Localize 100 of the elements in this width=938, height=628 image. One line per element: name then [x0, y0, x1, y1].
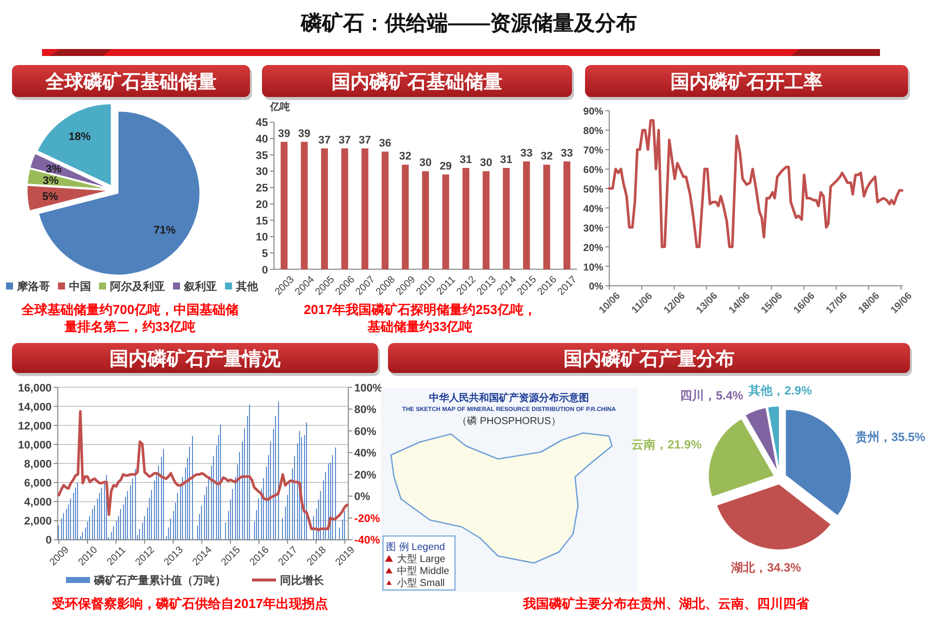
legend-label: 叙利亚	[183, 280, 217, 293]
data-label: 33	[560, 147, 574, 160]
slice-label: 四川，5.4%	[680, 388, 744, 402]
text: 磷矿石：供给端——资源储量及分布	[300, 11, 637, 35]
data-label: 3%	[46, 163, 62, 176]
y-tick-label: 10,000	[18, 439, 52, 452]
bar	[300, 142, 308, 270]
y-tick-label: 40%	[583, 204, 604, 215]
text: 中型 Middle	[397, 565, 450, 577]
slice-label: 云南，21.9%	[632, 437, 702, 452]
y-tick-label: 10%	[583, 262, 604, 274]
legend-label: 其他	[235, 280, 259, 293]
data-label: 32	[399, 150, 412, 163]
data-label: 31	[460, 154, 472, 166]
y-tick-label: 15	[256, 215, 268, 228]
bar	[482, 171, 490, 270]
bar	[422, 171, 429, 270]
data-label: 39	[278, 128, 290, 140]
data-label: 5%	[42, 191, 58, 204]
bar	[543, 164, 550, 270]
data-label: 30	[419, 157, 432, 170]
bar	[563, 161, 570, 270]
data-label: 71%	[154, 224, 176, 236]
y2-tick-label: -40%	[354, 534, 380, 547]
bar	[502, 168, 510, 270]
text: （磷 PHOSPHORUS）	[457, 415, 561, 427]
chart-title: 国内磷矿石开工率	[670, 71, 822, 93]
y-tick-label: 60%	[583, 165, 604, 176]
text: 大型 Large	[397, 553, 446, 565]
bar	[321, 148, 328, 270]
bar	[442, 174, 450, 270]
data-label: 37	[358, 134, 372, 146]
y-tick-label: 50%	[583, 184, 604, 196]
y2-tick-label: 0%	[354, 491, 370, 504]
slice-label: 其他，2.9%	[748, 383, 812, 398]
y-tick-label: 40	[256, 134, 268, 146]
y-tick-label: 2,000	[24, 516, 52, 528]
y-tick-label: 4,000	[24, 496, 52, 509]
y-tick-label: 12,000	[18, 420, 52, 432]
y-tick-label: 90%	[583, 106, 604, 118]
bar	[402, 164, 409, 270]
y-tick-label: 0	[262, 264, 268, 276]
y-tick-label: 35	[256, 150, 268, 162]
data-label: 32	[540, 150, 553, 163]
bar	[523, 161, 530, 270]
y-tick-label: 25	[256, 182, 268, 195]
data-label: 39	[298, 128, 310, 140]
chart-title: 国内磷矿石基础储量	[332, 71, 502, 93]
text: 2017年我国磷矿石探明储量约253亿吨，基础储量约33亿吨	[304, 302, 536, 334]
slice-label: 湖北，34.3%	[730, 560, 802, 575]
data-label: 31	[500, 154, 512, 166]
legend-label: 同比增长	[280, 574, 325, 587]
y2-tick-label: 40%	[354, 448, 377, 460]
data-label: 18%	[68, 130, 91, 143]
y2-tick-label: 80%	[354, 404, 377, 416]
y2-tick-label: 20%	[354, 469, 377, 482]
y-tick-label: 0	[46, 534, 52, 547]
data-label: 30	[480, 157, 492, 170]
line-series	[608, 119, 904, 248]
y-tick-label: 6,000	[24, 478, 52, 490]
y2-tick-label: 60%	[354, 426, 377, 438]
y-tick-label: 80%	[583, 126, 604, 138]
y-axis-title: 亿吨	[269, 101, 290, 113]
data-label: 33	[520, 147, 533, 160]
slice-label: 贵州，35.5%	[854, 430, 926, 444]
data-label: 36	[378, 138, 392, 150]
y-tick-label: 20	[256, 198, 268, 211]
text: 受环保督察影响，磷矿石供给自2017年出现拐点	[51, 596, 328, 611]
legend-label: 中国	[69, 280, 91, 293]
chart-title: 国内磷矿石产量情况	[110, 348, 282, 370]
text: 我国磷矿主要分布在贵州、湖北、云南、四川四省	[522, 596, 810, 611]
y-tick-label: 14,000	[18, 401, 52, 414]
data-label: 37	[338, 134, 351, 146]
bar	[382, 152, 389, 270]
data-label: 37	[318, 134, 331, 146]
y-tick-label: 30%	[583, 223, 604, 234]
y-tick-label: 70%	[583, 146, 604, 157]
line-series	[58, 410, 348, 532]
text: 小型 Small	[397, 577, 445, 589]
data-label: 3%	[42, 174, 59, 187]
text: 全球基础储量约700亿吨，中国基础储量排名第二，约33亿吨	[20, 302, 238, 334]
text: 中华人民共和国矿产资源分布示意图	[429, 392, 589, 404]
bar	[462, 168, 470, 270]
chart-title: 全球磷矿石基础储量	[44, 71, 216, 93]
y-tick-label: 16,000	[18, 382, 52, 394]
bar	[361, 148, 368, 270]
text: 图 例 Legend	[386, 542, 445, 553]
legend-label: 磷矿石产量累计值（万吨）	[93, 574, 226, 587]
legend-label: 阿尔及利亚	[110, 280, 165, 293]
y-tick-label: 20%	[583, 242, 604, 254]
bar	[341, 148, 348, 270]
text: 国内磷矿石产量分布	[564, 348, 734, 370]
bar	[280, 142, 288, 270]
y-tick-label: 30	[256, 166, 268, 178]
y2-tick-label: -20%	[354, 512, 380, 525]
y-tick-label: 8,000	[24, 458, 52, 470]
y2-tick-label: 100%	[354, 382, 383, 394]
y-tick-label: 45	[256, 117, 268, 130]
y-tick-label: 5	[262, 248, 268, 260]
legend-label: 摩洛哥	[16, 280, 50, 293]
